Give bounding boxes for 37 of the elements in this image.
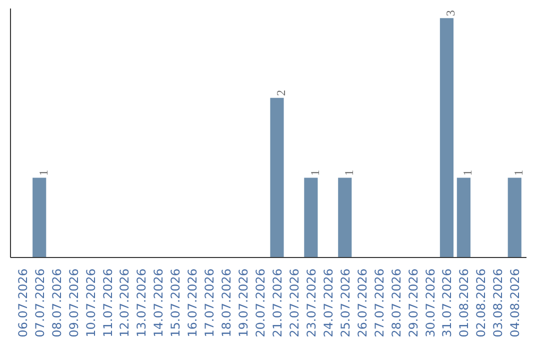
data-label: 1 [460, 170, 475, 176]
x-tick-label: 13.07.2026 [134, 268, 149, 338]
x-tick-label: 31.07.2026 [440, 268, 454, 338]
data-label: 1 [512, 170, 526, 176]
x-tick-label: 28.07.2026 [389, 268, 404, 338]
x-tick-label: 01.08.2026 [457, 268, 472, 338]
x-tick-label: 21.07.2026 [270, 268, 284, 338]
x-tick-label: 29.07.2026 [406, 268, 420, 338]
x-tick-label: 24.07.2026 [321, 268, 336, 338]
data-label: 2 [274, 90, 288, 96]
data-label: 1 [36, 170, 50, 176]
x-tick-label: 26.07.2026 [355, 268, 370, 338]
x-tick-label: 22.07.2026 [287, 268, 302, 338]
x-tick-label: 30.07.2026 [423, 268, 438, 338]
x-tick-label: 10.07.2026 [84, 268, 98, 338]
x-tick-label: 20.07.2026 [254, 268, 268, 338]
x-tick-label: 14.07.2026 [152, 268, 166, 338]
x-tick-label: 25.07.2026 [338, 268, 352, 338]
x-tick-label: 27.07.2026 [372, 268, 386, 338]
x-tick-label: 12.07.2026 [118, 268, 132, 338]
x-tick-label: 15.07.2026 [168, 268, 183, 338]
x-tick-label: 11.07.2026 [100, 268, 115, 338]
x-tick-label: 04.08.2026 [508, 268, 522, 338]
x-tick-label: 17.07.2026 [202, 268, 217, 338]
x-tick-label: 06.07.2026 [16, 268, 30, 338]
x-tick-label: 08.07.2026 [50, 268, 64, 338]
x-tick-label: 07.07.2026 [32, 268, 47, 338]
x-tick-label: 02.08.2026 [474, 268, 488, 338]
x-tick-label: 03.08.2026 [491, 268, 506, 338]
x-tick-label: 18.07.2026 [220, 268, 234, 338]
x-tick-label: 09.07.2026 [66, 268, 81, 338]
x-tick-label: 19.07.2026 [236, 268, 251, 338]
data-label: 1 [342, 170, 356, 176]
x-tick-label: 16.07.2026 [186, 268, 200, 338]
x-tick-label: 23.07.2026 [304, 268, 318, 338]
data-label: 3 [444, 10, 458, 16]
data-label: 1 [308, 170, 322, 176]
